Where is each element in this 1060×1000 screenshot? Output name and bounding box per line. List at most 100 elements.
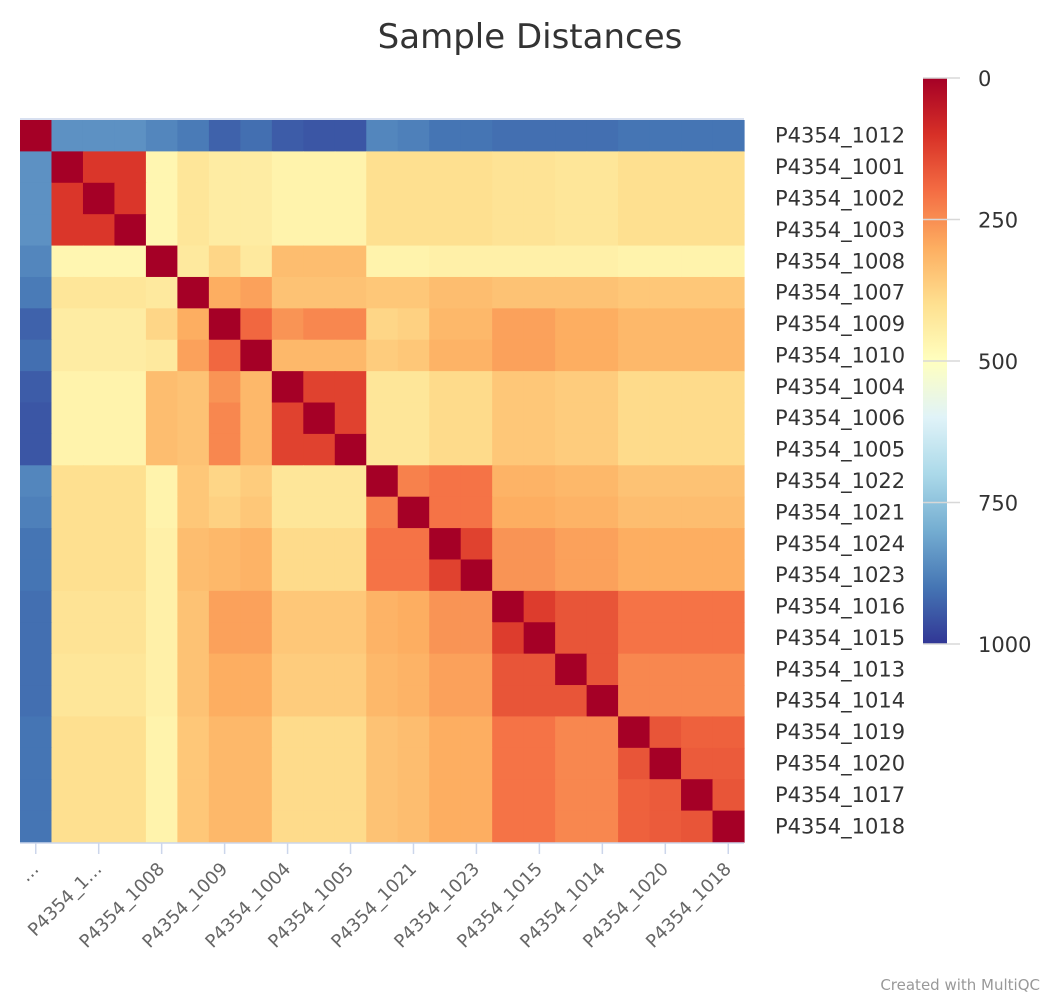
heatmap-cell[interactable]: [681, 716, 714, 749]
heatmap-cell[interactable]: [712, 433, 745, 466]
heatmap-cell[interactable]: [208, 559, 241, 592]
heatmap-cell[interactable]: [82, 716, 116, 749]
heatmap-cell[interactable]: [366, 339, 399, 372]
heatmap-cell[interactable]: [82, 653, 116, 686]
heatmap-cell[interactable]: [145, 590, 178, 623]
heatmap-cell[interactable]: [523, 622, 556, 655]
heatmap-cell[interactable]: [240, 810, 273, 843]
heatmap-cell[interactable]: [114, 622, 147, 655]
heatmap-cell[interactable]: [334, 245, 367, 278]
heatmap-cell[interactable]: [145, 245, 178, 278]
heatmap-cell[interactable]: [114, 465, 147, 498]
heatmap-cell[interactable]: [240, 465, 273, 498]
heatmap-cell[interactable]: [429, 402, 462, 435]
heatmap-cell[interactable]: [586, 779, 619, 812]
heatmap-cell[interactable]: [649, 559, 682, 592]
heatmap-cell[interactable]: [240, 559, 273, 592]
heatmap-cell[interactable]: [271, 433, 304, 466]
heatmap-cell[interactable]: [681, 622, 714, 655]
heatmap-cell[interactable]: [177, 747, 210, 780]
heatmap-cell[interactable]: [712, 276, 745, 309]
heatmap-cell[interactable]: [429, 214, 462, 247]
heatmap-cell[interactable]: [681, 528, 714, 561]
heatmap-cell[interactable]: [82, 779, 116, 812]
heatmap-cell[interactable]: [555, 245, 588, 278]
heatmap-cell[interactable]: [429, 716, 462, 749]
heatmap-cell[interactable]: [271, 214, 304, 247]
heatmap-cell[interactable]: [82, 590, 116, 623]
heatmap-cell[interactable]: [681, 747, 714, 780]
heatmap-cell[interactable]: [20, 214, 53, 247]
heatmap-cell[interactable]: [460, 151, 493, 184]
heatmap-cell[interactable]: [51, 151, 84, 184]
heatmap-cell[interactable]: [460, 182, 493, 215]
heatmap-cell[interactable]: [82, 622, 116, 655]
heatmap-cell[interactable]: [334, 747, 367, 780]
heatmap-cell[interactable]: [555, 120, 588, 152]
heatmap-cell[interactable]: [681, 151, 714, 184]
heatmap-cell[interactable]: [114, 685, 147, 718]
heatmap-cell[interactable]: [303, 276, 336, 309]
heatmap-cell[interactable]: [681, 653, 714, 686]
heatmap-cell[interactable]: [114, 214, 147, 247]
heatmap-cell[interactable]: [366, 182, 399, 215]
heatmap-cell[interactable]: [20, 622, 53, 655]
heatmap-cell[interactable]: [397, 214, 430, 247]
heatmap-cell[interactable]: [681, 245, 714, 278]
heatmap-cell[interactable]: [240, 779, 273, 812]
heatmap-cell[interactable]: [145, 496, 178, 529]
heatmap-cell[interactable]: [712, 214, 745, 247]
heatmap-cell[interactable]: [681, 120, 714, 152]
heatmap-cell[interactable]: [523, 339, 556, 372]
heatmap-cell[interactable]: [208, 590, 241, 623]
heatmap-cell[interactable]: [460, 779, 493, 812]
heatmap-cell[interactable]: [492, 810, 525, 843]
heatmap-cell[interactable]: [492, 559, 525, 592]
heatmap-cell[interactable]: [429, 276, 462, 309]
heatmap-cell[interactable]: [334, 590, 367, 623]
heatmap-cell[interactable]: [271, 245, 304, 278]
heatmap-cell[interactable]: [51, 465, 84, 498]
heatmap-cell[interactable]: [303, 120, 336, 152]
heatmap-cell[interactable]: [20, 496, 53, 529]
heatmap-cell[interactable]: [586, 308, 619, 341]
heatmap-cell[interactable]: [681, 339, 714, 372]
heatmap-cell[interactable]: [618, 402, 651, 435]
heatmap-cell[interactable]: [555, 214, 588, 247]
heatmap-cell[interactable]: [240, 528, 273, 561]
heatmap-cell[interactable]: [271, 371, 304, 404]
heatmap-cell[interactable]: [555, 276, 588, 309]
heatmap-cell[interactable]: [492, 120, 525, 152]
heatmap-cell[interactable]: [145, 779, 178, 812]
heatmap-cell[interactable]: [82, 685, 116, 718]
heatmap-cell[interactable]: [460, 496, 493, 529]
heatmap-cell[interactable]: [271, 308, 304, 341]
heatmap-cell[interactable]: [523, 810, 556, 843]
heatmap-cell[interactable]: [334, 559, 367, 592]
heatmap-cell[interactable]: [460, 747, 493, 780]
heatmap-cell[interactable]: [177, 779, 210, 812]
heatmap-cell[interactable]: [397, 371, 430, 404]
heatmap-cell[interactable]: [303, 528, 336, 561]
heatmap-cell[interactable]: [618, 559, 651, 592]
heatmap-cell[interactable]: [20, 590, 53, 623]
heatmap-cell[interactable]: [82, 810, 116, 843]
heatmap-cell[interactable]: [618, 779, 651, 812]
heatmap-cell[interactable]: [303, 245, 336, 278]
heatmap-cell[interactable]: [20, 120, 53, 152]
heatmap-cell[interactable]: [712, 308, 745, 341]
heatmap-cell[interactable]: [208, 371, 241, 404]
heatmap-cell[interactable]: [397, 747, 430, 780]
heatmap-cell[interactable]: [397, 528, 430, 561]
heatmap-cell[interactable]: [397, 276, 430, 309]
heatmap-cell[interactable]: [271, 653, 304, 686]
heatmap-cell[interactable]: [712, 120, 745, 152]
heatmap-cell[interactable]: [82, 559, 116, 592]
heatmap-cell[interactable]: [114, 182, 147, 215]
heatmap-cell[interactable]: [681, 810, 714, 843]
heatmap-cell[interactable]: [145, 622, 178, 655]
heatmap-cell[interactable]: [586, 120, 619, 152]
heatmap-cell[interactable]: [208, 433, 241, 466]
heatmap-cell[interactable]: [492, 496, 525, 529]
heatmap-cell[interactable]: [334, 339, 367, 372]
